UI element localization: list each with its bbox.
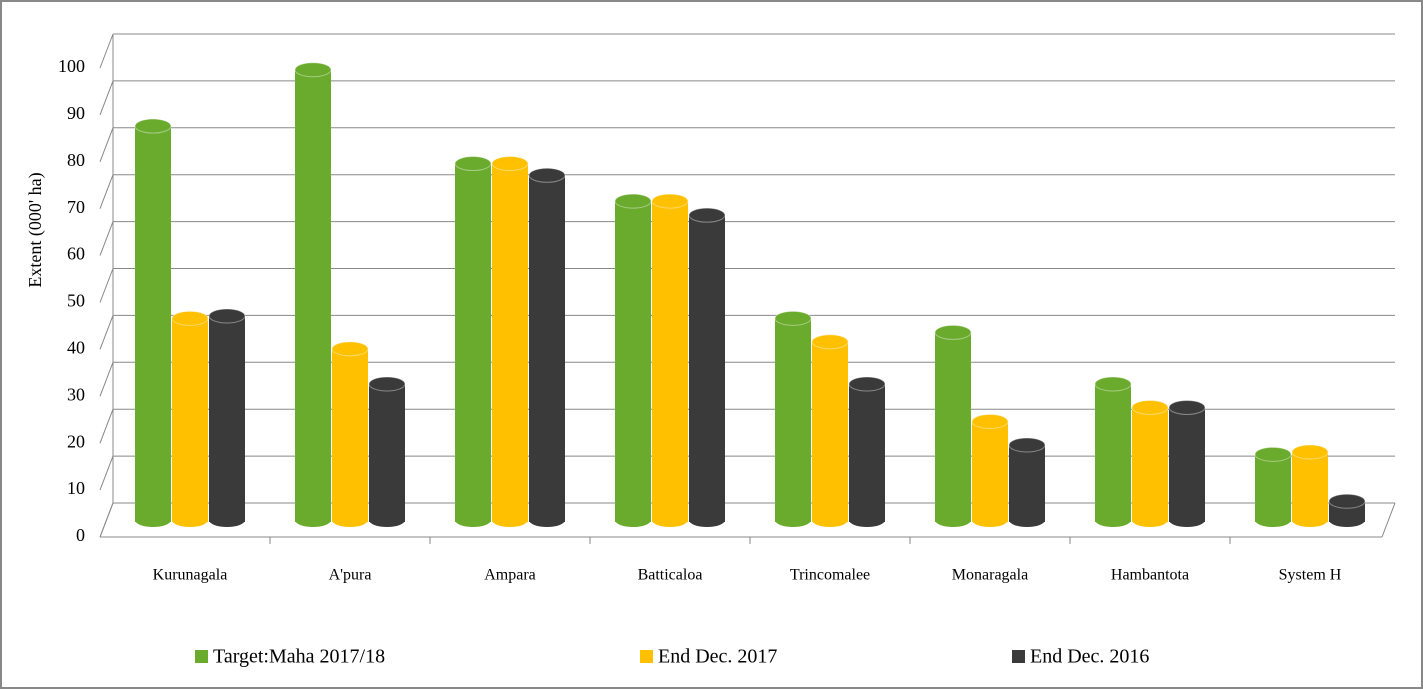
legend-swatch [640, 650, 653, 663]
floor-edge [1381, 502, 1396, 538]
bar-shade [849, 383, 885, 520]
bar-cap [1131, 399, 1169, 415]
bar-shade [1009, 444, 1045, 520]
x-tick-label: Hambantota [1111, 567, 1189, 584]
grid-line [99, 502, 114, 538]
grid-line [99, 268, 114, 303]
bar-shade [369, 383, 405, 520]
y-tick-label: 80 [67, 150, 85, 170]
x-tick-label: Monaragala [952, 567, 1028, 584]
bar-shade [689, 215, 725, 520]
x-tick-label: Kurunagala [153, 567, 228, 584]
bar-shade [455, 163, 491, 520]
bar-shade [775, 318, 811, 520]
y-tick-label: 90 [67, 103, 85, 123]
grid-line [99, 455, 114, 491]
bar-cap [294, 62, 332, 78]
bar-cap [651, 193, 689, 209]
y-tick-label: 20 [67, 431, 85, 451]
bar-shade [1169, 407, 1205, 520]
bar-cap [774, 310, 812, 326]
bar-cap [688, 207, 726, 223]
y-axis-label: Extent (000' ha) [25, 172, 46, 287]
bar-cap [368, 376, 406, 392]
x-tick-label: Ampara [484, 567, 536, 584]
y-tick-label: 70 [67, 197, 85, 217]
bar-shade [1292, 451, 1328, 520]
bar-cap [134, 118, 172, 134]
bar-shade [1132, 407, 1168, 520]
bar-cap [454, 156, 492, 172]
bar-shade [1255, 454, 1291, 520]
bar-shade [935, 332, 971, 520]
bar-cap [1168, 399, 1206, 415]
y-tick-label: 100 [58, 56, 85, 76]
x-tick-label: Trincomalee [790, 567, 870, 584]
bar-shade [209, 315, 245, 520]
bar-cap [934, 324, 972, 340]
bar-shade [332, 348, 368, 520]
bar-shade [812, 341, 848, 520]
bar-shade [652, 201, 688, 520]
grid-line [99, 33, 114, 69]
grid-line [99, 409, 114, 444]
bar-cap [528, 167, 566, 183]
bar-cap [208, 308, 246, 324]
bar-shade [295, 69, 331, 520]
grid-line [99, 127, 114, 162]
x-tick-label: Batticaloa [638, 567, 703, 584]
grid-line [99, 362, 114, 397]
grid-line [99, 221, 114, 256]
bar-cap [848, 376, 886, 392]
bar-shade [135, 126, 171, 520]
y-tick-label: 30 [67, 384, 85, 404]
y-tick-label: 50 [67, 291, 85, 311]
legend-label: End Dec. 2017 [658, 646, 777, 668]
x-tick-label: System H [1279, 567, 1342, 584]
bar-cap [614, 193, 652, 209]
y-tick-label: 0 [76, 525, 85, 545]
grid-line [99, 315, 114, 350]
bar-cap [1328, 493, 1366, 509]
bar-cap [811, 334, 849, 350]
y-tick-label: 60 [67, 244, 85, 264]
legend-swatch [1012, 650, 1025, 663]
x-tick-label: A'pura [329, 567, 372, 584]
bar-cap [1094, 376, 1132, 392]
bar-cap [1291, 444, 1329, 460]
bar-shade [615, 201, 651, 520]
grid-line [99, 174, 114, 209]
bar-shade [172, 318, 208, 520]
legend-label: End Dec. 2016 [1030, 646, 1149, 668]
y-tick-label: 40 [67, 338, 85, 358]
bar-cap [1254, 446, 1292, 462]
y-tick-label: 10 [67, 478, 85, 498]
bar-cap [331, 341, 369, 357]
bar-shade [1095, 383, 1131, 520]
bar-cap [1008, 437, 1046, 453]
bar-shade [492, 163, 528, 520]
legend-swatch [195, 650, 208, 663]
bar-cap [971, 414, 1009, 430]
bar-cap [491, 156, 529, 172]
bar-shade [972, 421, 1008, 520]
legend-label: Target:Maha 2017/18 [213, 646, 385, 668]
bar-shade [529, 175, 565, 520]
grid-line [99, 80, 114, 116]
bar-cap [171, 310, 209, 326]
